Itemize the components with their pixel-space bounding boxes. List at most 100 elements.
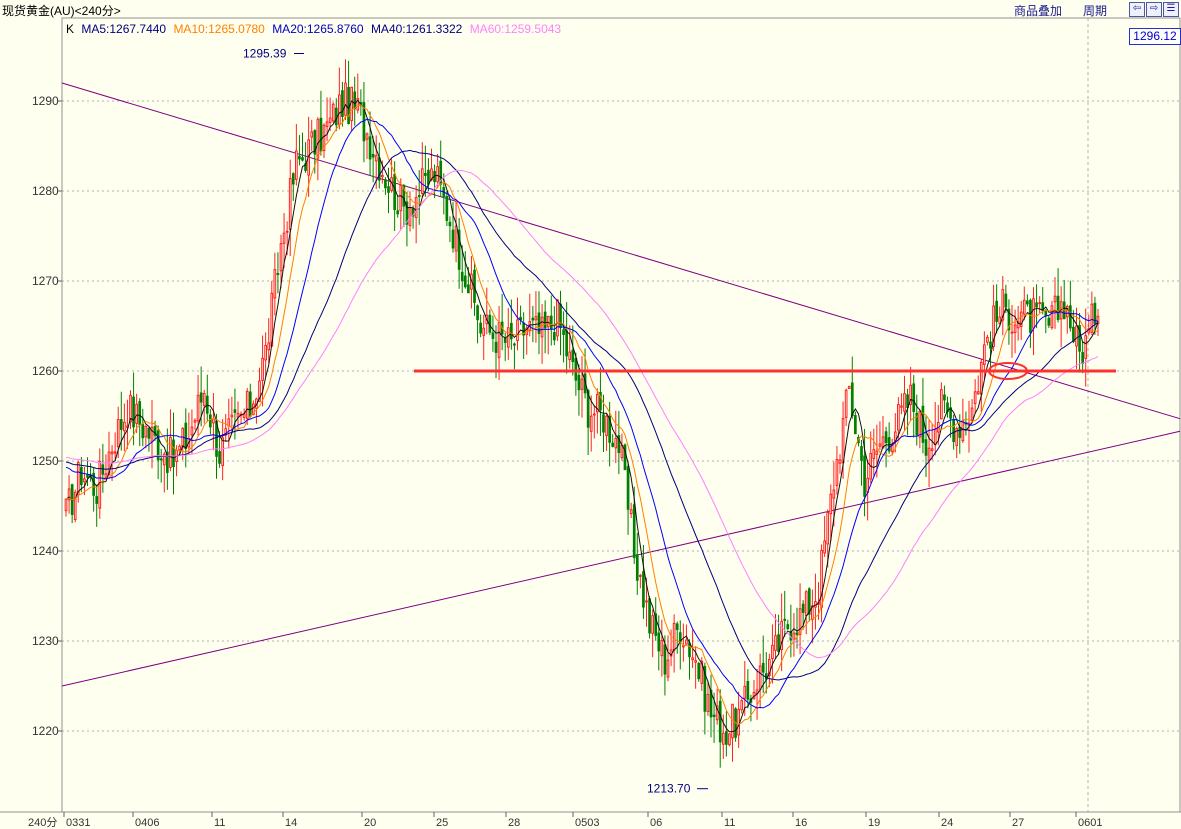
candle-body [261,357,264,381]
candle-body [482,327,486,336]
candle-body [301,157,304,161]
candle-body [1001,289,1005,321]
candle-body [611,442,615,447]
candle-body [657,632,661,652]
candle-body [258,380,261,402]
high-label: 1295.39 [243,46,287,60]
candle-body [955,428,959,446]
candle-body [209,414,212,428]
candle-body [288,178,292,230]
candle-body [534,316,538,321]
candle-body [559,303,562,329]
y-axis-labels: 1220 1230 1240 1250 1260 1270 1280 1290 [32,94,59,738]
candle-body [553,332,556,341]
candle-body [497,322,501,358]
candle-body [193,420,197,423]
candle-body [457,229,461,270]
x-tick-label: 14 [285,817,297,829]
candle-body [365,133,369,140]
candle-body [623,444,627,471]
candle-body [341,90,344,117]
candle-body [104,473,108,479]
candle-body [420,168,424,194]
candle-body [510,322,513,340]
candle-body [602,414,605,433]
candle-body [328,117,332,123]
candle-body [132,396,135,428]
candle-body [635,554,639,581]
candle-body [700,660,704,684]
nav-right-icon[interactable]: ⇨ [1146,2,1162,17]
candle-body [841,418,845,464]
candle-body [467,284,470,294]
candle-body [712,714,716,717]
candle-body [798,608,802,635]
candle-body [577,374,581,391]
candle-body [599,392,602,411]
candle-body [144,425,148,438]
x-tick-label: 27 [1012,817,1024,829]
y-tick-label: 1260 [32,364,59,378]
y-tick-label: 1230 [32,634,59,648]
candle-body [780,620,783,651]
candle-body [995,300,998,322]
candle-body [1090,303,1094,333]
candle-body [1019,311,1023,327]
candle-body [768,658,771,677]
x-tick-label: 11 [724,817,735,829]
candle-body [242,413,246,418]
candle-body [949,407,952,419]
candle-body [338,94,341,125]
candle-body [162,453,166,466]
candle-body [648,598,651,634]
candle-body [454,225,458,252]
candle-body [276,273,280,276]
ma20-line [65,118,1099,709]
candle-body [642,571,645,608]
candle-body [663,644,667,675]
nav-left-icon[interactable]: ⇦ [1129,2,1145,17]
period-button[interactable]: 周期 [1083,4,1108,18]
candle-body [153,426,157,436]
candle-body [838,459,842,464]
candle-body [123,421,126,432]
candle-body [709,689,713,718]
candle-body [1056,295,1060,321]
candle-body [973,391,977,404]
candle-body [795,632,799,635]
x-tick-label: 28 [508,817,520,829]
candle-body [921,405,925,443]
candle-body [350,86,353,122]
candle-body [884,431,888,444]
y-tick-label: 1220 [32,724,59,738]
candle-body [1075,325,1078,347]
candle-body [221,437,224,467]
candle-body [614,438,618,449]
candle-body [998,316,1002,324]
candle-body [666,659,670,678]
candle-body [685,639,688,645]
nav-menu-icon[interactable]: ☰ [1163,2,1179,17]
ma-legend: K MA5:1267.7440 MA10:1265.0780 MA20:1265… [66,22,565,36]
candle-body [983,344,986,365]
y-tick-label: 1280 [32,184,59,198]
candle-body [580,378,584,390]
candle-body [792,632,796,640]
candle-body [451,229,455,249]
candle-body [718,700,722,743]
candle-body [703,666,707,712]
candle-body [445,195,449,221]
candle-body [245,390,249,419]
candle-body [356,98,360,111]
candle-body [672,622,676,651]
candle-body [506,327,510,348]
x-tick-label: 16 [795,817,807,829]
candle-body [1072,326,1075,343]
candle-body [212,418,215,424]
candle-body [325,121,329,128]
trend-lines [61,82,1181,687]
candle-body [64,498,68,512]
candle-body [943,394,946,401]
overlay-commodity-button[interactable]: 商品叠加 [1014,4,1063,18]
